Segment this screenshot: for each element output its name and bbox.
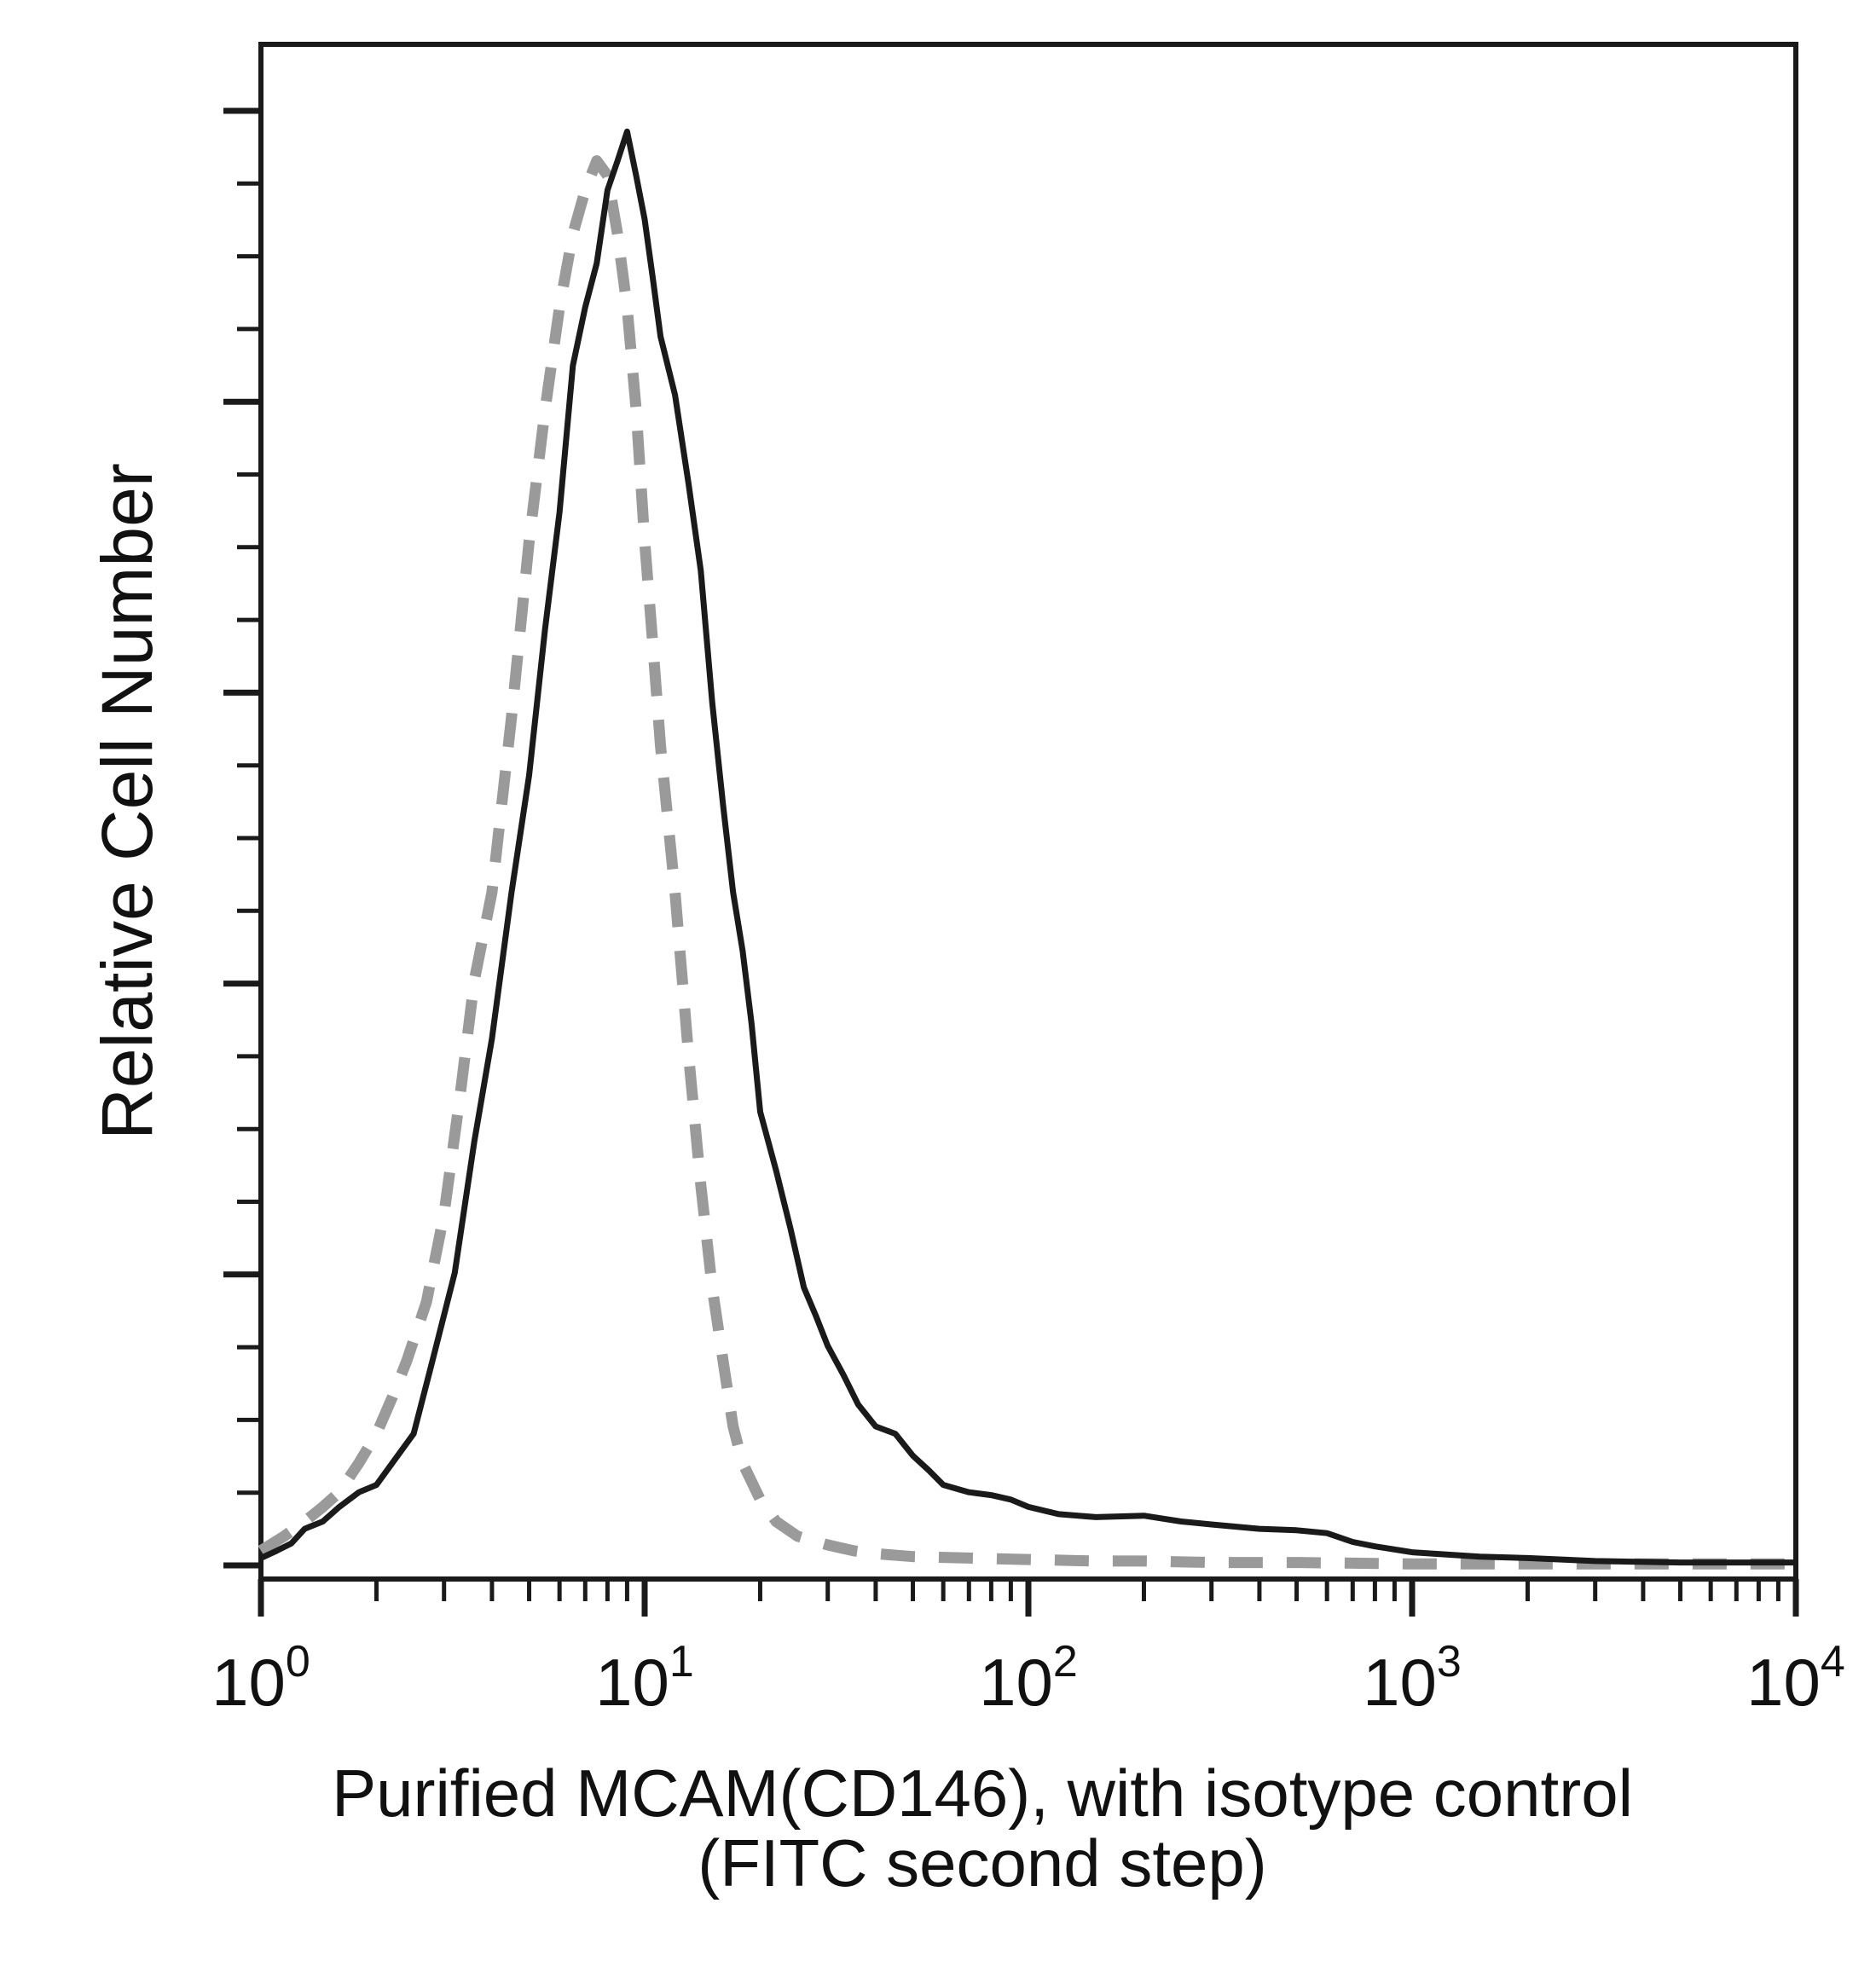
x-axis-label-line-1: Purified MCAM(CD146), with isotype contr… — [332, 1756, 1633, 1831]
x-tick-label: 102 — [979, 1637, 1078, 1720]
x-tick-label: 101 — [595, 1637, 694, 1720]
x-axis-label-line-2: (FITC second step) — [698, 1825, 1267, 1900]
x-tick-label: 103 — [1363, 1637, 1462, 1720]
series-line-mcam-solid — [259, 128, 1796, 1566]
x-tick-label: 100 — [211, 1637, 310, 1720]
y-axis-ticks — [223, 107, 261, 1569]
x-axis-ticks — [258, 1579, 1799, 1617]
y-axis-label: Relative Cell Number — [87, 463, 167, 1140]
series-layer — [258, 128, 1796, 1570]
plot-frame — [258, 42, 1798, 1582]
series-line-isotype-dashed — [258, 155, 1796, 1570]
x-tick-label: 104 — [1746, 1637, 1845, 1720]
x-axis-tick-labels: 100 101 102 103 104 — [211, 1637, 1845, 1720]
